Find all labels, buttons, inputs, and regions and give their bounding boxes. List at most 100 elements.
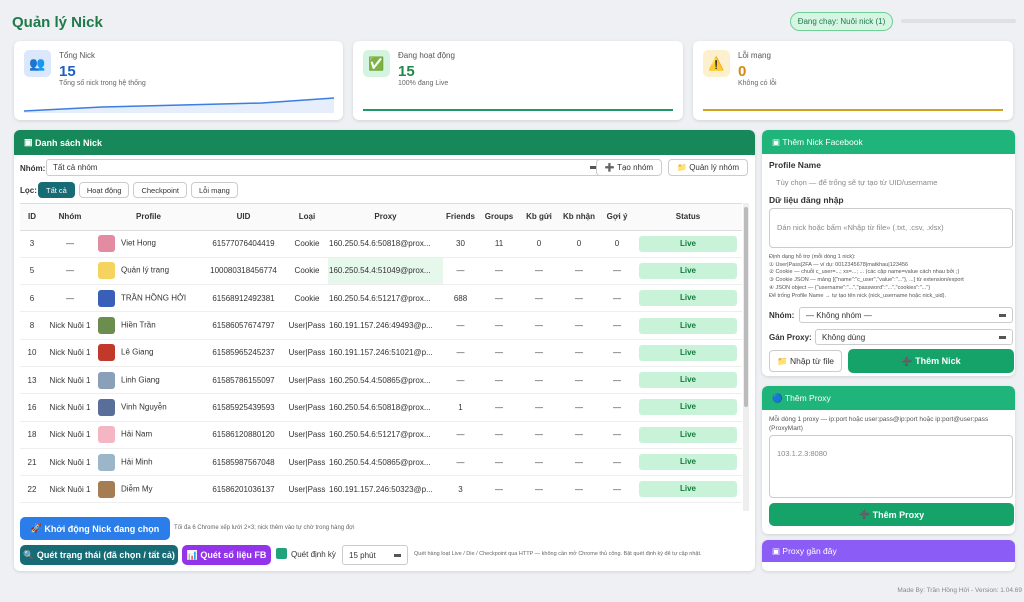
import-button[interactable]: 📁 Nhập từ file — [769, 350, 842, 372]
table-cell: — — [478, 393, 520, 422]
proxy-textarea[interactable]: 103.1.2.3:8080 — [769, 435, 1013, 498]
cell-text: — — [535, 321, 543, 331]
table-row[interactable]: 6 — TRẦN HỒNG HỞI 61568912492381 Cookie 160.2… — [20, 284, 742, 313]
stat-card: ✅ Đang hoạt động 15 100% đang Live — [353, 41, 683, 120]
cell-text: — — [495, 402, 503, 412]
cell-text: — — [535, 402, 543, 412]
table-cell: Viet Hong — [96, 230, 201, 258]
panel-header: ▣ Thêm Nick Facebook — [762, 130, 1015, 154]
cell-text: — — [575, 348, 583, 358]
cell-text: 61585786155097 — [212, 375, 275, 385]
table-cell: 688 — [443, 284, 478, 313]
placeholder: Tùy chọn — để trống sẽ tự tạo từ UID/use… — [776, 177, 938, 187]
periodic-checkbox[interactable] — [276, 548, 287, 559]
cell-text: — — [575, 430, 583, 440]
table-row[interactable]: 10 Nick Nuôi 1 Lê Giang 61585965245237 User|… — [20, 339, 742, 367]
table-cell: — — [478, 448, 520, 477]
stat-value: 0 — [738, 63, 747, 80]
cell-text: — — [495, 430, 503, 440]
start-note: Tối đa 6 Chrome xếp lưới 2×3; nick thêm … — [174, 525, 355, 531]
table-row[interactable]: 5 — Quản lý trang 100080318456774 Cookie 160.… — [20, 257, 742, 286]
filter-group: Tất cả Hoạt động Checkpoint Lỗi mạng — [38, 182, 238, 198]
placeholder: Dán nick hoặc bấm «Nhập từ file» (.txt, … — [777, 223, 944, 232]
cell-text: 160.250.54.6:51217@prox... — [329, 430, 431, 440]
filter-button[interactable]: Checkpoint — [133, 182, 187, 198]
table-cell: 61586057674797 — [201, 311, 286, 340]
cell-text: — — [535, 484, 543, 494]
group-select[interactable]: Tất cả nhóm — [46, 159, 604, 176]
cell-text: 160.250.54.6:51217@prox... — [329, 293, 431, 303]
cell-text: — — [613, 457, 621, 467]
avatar — [98, 480, 115, 498]
scan-status-button[interactable]: 🔍 Quét trạng thái (đã chọn / tất cả) — [20, 545, 178, 565]
scan-fb-button[interactable]: 📊 Quét số liệu FB — [182, 545, 271, 565]
avatar — [98, 317, 115, 335]
table-cell: User|Pass — [286, 393, 328, 422]
table-cell: — — [520, 366, 558, 395]
table-cell: — — [443, 257, 478, 286]
cell-text: — — [613, 348, 621, 358]
table-cell: Live — [634, 230, 742, 258]
login-textarea[interactable]: Dán nick hoặc bấm «Nhập từ file» (.txt, … — [769, 208, 1013, 248]
table-row[interactable]: 16 Nick Nuôi 1 Vinh Nguyễn 61585925439593 Us… — [20, 393, 742, 422]
group-select[interactable]: — Không nhóm — — [799, 307, 1013, 323]
table-row[interactable]: 18 Nick Nuôi 1 Hải Nam 61586120880120 User|P… — [20, 421, 742, 449]
cell-text: Nick Nuôi 1 — [49, 430, 91, 440]
table-cell: — — [558, 366, 600, 395]
table-cell: Hải Minh — [96, 448, 201, 477]
button-label: Thêm Proxy — [872, 509, 925, 520]
add-nick-button[interactable]: ➕ Thêm Nick — [848, 349, 1014, 373]
filter-button[interactable]: Hoạt động — [78, 182, 130, 198]
filter-button[interactable]: Lỗi mạng — [191, 182, 238, 198]
button-label: Khởi động Nick đang chọn — [44, 523, 160, 534]
cell-text: 10 — [27, 348, 37, 358]
interval-select[interactable]: 15 phút — [342, 545, 408, 565]
cell-text: 160.191.157.246:51021@p... — [329, 348, 433, 358]
profile-name: Hải Minh — [121, 457, 153, 467]
profile-name: Hiền Trần — [121, 320, 156, 330]
table-row[interactable]: 3 — Viet Hong 61577076404419 Cookie 160.250.5… — [20, 230, 742, 258]
stat-card: ⚠️ Lỗi mạng 0 Không có lỗi — [693, 41, 1013, 120]
status-badge: Live — [639, 290, 737, 307]
status-pill: Đang chạy: Nuôi nick (1) — [790, 12, 893, 31]
table-cell: — — [558, 311, 600, 340]
table-cell: 61585925439593 — [201, 393, 286, 422]
stat-icon: ✅ — [363, 50, 390, 77]
profile-input[interactable]: Tùy chọn — để trống sẽ tự tạo từ UID/use… — [769, 173, 1009, 191]
table-cell: — — [478, 366, 520, 395]
proxy-select[interactable]: Không dùng — [815, 329, 1013, 345]
table-cell: — — [520, 311, 558, 340]
status-badge: Live — [639, 344, 737, 361]
table-row[interactable]: 13 Nick Nuôi 1 Linh Giang 61585786155097 Use… — [20, 366, 742, 395]
table-row[interactable]: 21 Nick Nuôi 1 Hải Minh 61585987567048 User|… — [20, 448, 742, 477]
help-line: ① User|Pass|2FA — ví dụ: 0012345678|matk… — [769, 261, 909, 268]
add-proxy-button[interactable]: ➕ Thêm Proxy — [769, 503, 1014, 526]
table-row[interactable]: 22 Nick Nuôi 1 Diễm My 61586201036137 User|P… — [20, 475, 742, 504]
cell-text: 0 — [576, 239, 582, 249]
start-button[interactable]: 🚀 Khởi động Nick đang chọn — [20, 517, 170, 540]
cell-text: 22 — [27, 484, 37, 494]
cell-text: — — [495, 457, 503, 467]
create-group-button[interactable]: ➕ Tạo nhóm — [596, 159, 662, 176]
manage-group-button[interactable]: 📁 Quản lý nhóm — [668, 159, 748, 176]
avatar — [98, 371, 115, 389]
cell-text: — — [456, 457, 465, 467]
cell-text: — — [66, 239, 74, 249]
table-row[interactable]: 8 Nick Nuôi 1 Hiền Trần 61586057674797 User|… — [20, 311, 742, 340]
cell-text: 160.250.54.6:50818@prox... — [329, 402, 431, 412]
profile-name: Lê Giang — [121, 347, 154, 357]
stat-sub: Không có lỗi — [738, 80, 777, 87]
filter-button[interactable]: Tất cả — [38, 182, 75, 198]
table-cell: — — [558, 393, 600, 422]
table-cell: Nick Nuôi 1 — [44, 339, 96, 367]
cell-text: User|Pass — [288, 430, 326, 440]
table-cell: — — [443, 448, 478, 477]
cell-text: 0 — [614, 239, 620, 249]
stat-sub: Tổng số nick trong hệ thống — [59, 80, 146, 87]
status-badge: Live — [639, 262, 737, 279]
cell-text: 16 — [27, 402, 37, 412]
sparkline — [703, 109, 1003, 111]
button-label: Quét số liệu FB — [200, 550, 267, 560]
select-value: — Không nhóm — — [806, 310, 872, 320]
cell-text: — — [535, 293, 543, 303]
